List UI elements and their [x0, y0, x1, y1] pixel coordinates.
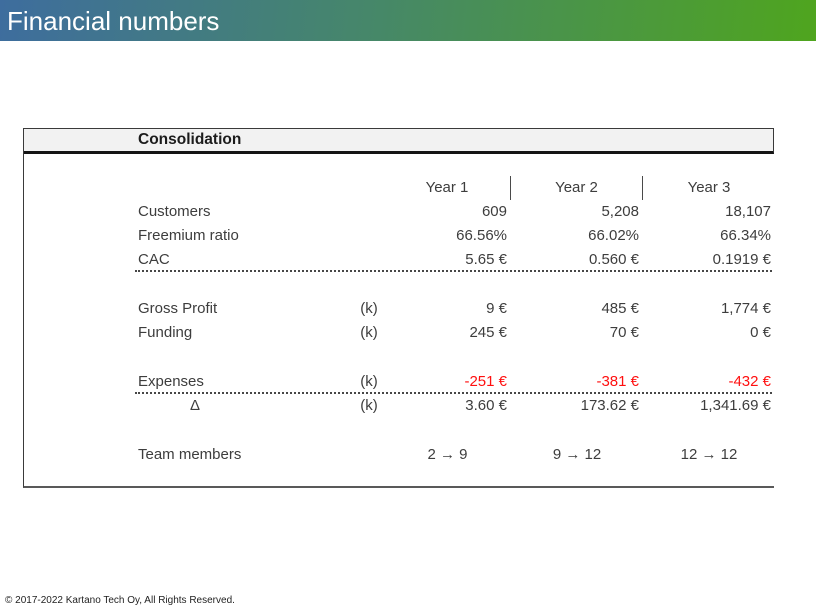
value-cell: 66.34%	[720, 227, 771, 244]
column-header-year2: Year 2	[511, 176, 643, 200]
row-gap	[24, 418, 774, 443]
value-cell: 9 €	[486, 300, 507, 317]
value-cell-negative: -381 €	[596, 373, 639, 390]
table-row-team-members: Team members 2 → 9 9 → 12 12 → 12	[24, 443, 774, 467]
table-row-customers: Customers 609 5,208 18,107	[24, 200, 774, 224]
row-label: Customers	[138, 203, 211, 220]
row-label: Funding	[138, 324, 193, 341]
consolidation-table: Consolidation Year 1 Year 2 Year 3 Custo…	[23, 128, 774, 488]
table-row-delta: Δ (k) 3.60 € 173.62 € 1,341.69 €	[24, 394, 774, 418]
empty-cell	[354, 176, 384, 200]
value-cell: 173.62 €	[580, 397, 639, 414]
table-row-gross-profit: Gross Profit (k) 9 € 485 € 1,774 €	[24, 297, 774, 321]
value-cell: 5.65 €	[465, 251, 507, 268]
slide-title-bar: Financial numbers	[0, 0, 816, 41]
row-label: Team members	[138, 446, 242, 463]
row-unit	[354, 248, 384, 272]
empty-cell	[24, 176, 354, 200]
row-label-delta: Δ	[190, 397, 201, 414]
row-label: Gross Profit	[138, 300, 218, 317]
table-row-freemium-ratio: Freemium ratio 66.56% 66.02% 66.34%	[24, 224, 774, 248]
value-cell: 485 €	[601, 300, 639, 317]
value-cell: 1,774 €	[720, 300, 771, 317]
value-cell: 245 €	[469, 324, 507, 341]
row-unit: (k)	[360, 397, 378, 414]
row-unit	[354, 200, 384, 224]
copyright-notice: © 2017-2022 Kartano Tech Oy, All Rights …	[5, 595, 235, 606]
row-unit: (k)	[360, 324, 378, 341]
value-cell: 9 → 12	[552, 446, 602, 463]
row-unit	[354, 443, 384, 467]
value-cell: 66.02%	[588, 227, 639, 244]
value-cell-negative: -432 €	[728, 373, 771, 390]
value-cell: 3.60 €	[465, 397, 507, 414]
value-cell: 5,208	[601, 203, 639, 220]
table-row-funding: Funding (k) 245 € 70 € 0 €	[24, 321, 774, 345]
row-label: Freemium ratio	[138, 227, 239, 244]
value-cell-negative: -251 €	[464, 373, 507, 390]
column-header-year3: Year 3	[687, 179, 731, 196]
row-gap	[24, 345, 774, 370]
value-cell: 12 → 12	[680, 446, 738, 463]
row-unit: (k)	[360, 373, 378, 390]
value-cell: 66.56%	[456, 227, 507, 244]
row-label: Expenses	[138, 373, 204, 390]
value-cell: 0.560 €	[588, 251, 639, 268]
row-unit	[354, 224, 384, 248]
value-cell: 2 → 9	[427, 446, 468, 463]
value-cell: 1,341.69 €	[700, 397, 771, 414]
row-gap	[24, 272, 774, 297]
column-header-year1: Year 1	[384, 176, 511, 200]
table-row-expenses: Expenses (k) -251 € -381 € -432 €	[24, 370, 774, 394]
table-body: Year 1 Year 2 Year 3 Customers 609 5,208…	[24, 154, 774, 467]
value-cell: 0.1919 €	[712, 251, 771, 268]
table-title-strip: Consolidation	[24, 128, 774, 154]
value-cell: 70 €	[609, 324, 639, 341]
table-row-years: Year 1 Year 2 Year 3	[24, 176, 774, 200]
row-label: CAC	[138, 251, 170, 268]
page-title: Financial numbers	[7, 5, 220, 36]
table-title: Consolidation	[138, 131, 242, 148]
value-cell: 0 €	[750, 324, 771, 341]
table-row-cac: CAC 5.65 € 0.560 € 0.1919 €	[24, 248, 774, 272]
value-cell: 609	[481, 203, 507, 220]
value-cell: 18,107	[725, 203, 771, 220]
row-unit: (k)	[360, 300, 378, 317]
